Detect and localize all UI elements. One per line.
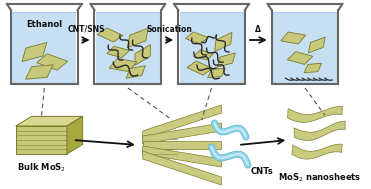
Polygon shape [37, 54, 68, 70]
Polygon shape [294, 121, 345, 140]
Text: Bulk MoS$_2$: Bulk MoS$_2$ [17, 162, 66, 174]
Polygon shape [208, 68, 225, 78]
Text: CNTs: CNTs [251, 167, 274, 176]
Polygon shape [215, 32, 232, 52]
Text: MoS$_2$ nanosheets: MoS$_2$ nanosheets [278, 172, 361, 184]
Polygon shape [127, 28, 148, 48]
Polygon shape [292, 144, 342, 159]
Polygon shape [96, 12, 160, 83]
Polygon shape [288, 52, 313, 64]
Polygon shape [67, 116, 83, 154]
Polygon shape [143, 151, 221, 185]
Polygon shape [143, 141, 221, 149]
Text: Δ: Δ [255, 25, 261, 34]
Polygon shape [180, 12, 243, 83]
Polygon shape [135, 45, 150, 65]
Polygon shape [186, 32, 208, 44]
Polygon shape [273, 12, 337, 83]
Polygon shape [143, 146, 221, 167]
Polygon shape [16, 126, 67, 154]
Polygon shape [304, 63, 322, 73]
Text: CNT/SNS: CNT/SNS [68, 25, 105, 34]
Polygon shape [308, 37, 325, 53]
Polygon shape [217, 53, 235, 67]
Polygon shape [187, 61, 213, 75]
Polygon shape [26, 65, 53, 79]
Polygon shape [143, 123, 221, 144]
Polygon shape [281, 32, 306, 44]
Text: Ethanol: Ethanol [26, 20, 62, 29]
Polygon shape [16, 116, 83, 126]
Polygon shape [109, 58, 137, 72]
Polygon shape [143, 105, 221, 139]
Polygon shape [194, 50, 214, 60]
Polygon shape [12, 12, 76, 83]
Polygon shape [98, 28, 123, 42]
Polygon shape [22, 42, 47, 62]
Text: Sonication: Sonication [147, 25, 193, 34]
Polygon shape [288, 106, 342, 122]
Polygon shape [126, 66, 145, 78]
Polygon shape [107, 46, 129, 58]
